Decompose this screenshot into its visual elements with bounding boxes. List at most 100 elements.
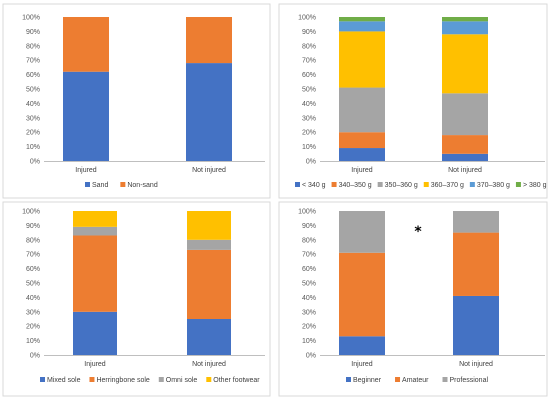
bar-segment bbox=[187, 211, 231, 240]
y-tick-label: 50% bbox=[302, 281, 316, 288]
legend-swatch bbox=[89, 377, 95, 382]
legend-swatch bbox=[120, 182, 126, 187]
y-tick-label: 0% bbox=[306, 353, 316, 360]
category-label: Injured bbox=[351, 167, 373, 174]
bar-segment bbox=[442, 34, 488, 94]
y-tick-label: 20% bbox=[26, 324, 40, 331]
y-tick-label: 80% bbox=[26, 43, 40, 50]
y-tick-label: 50% bbox=[26, 87, 40, 94]
legend-swatch bbox=[469, 182, 475, 187]
y-tick-label: 0% bbox=[30, 159, 40, 166]
bar-segment bbox=[442, 135, 488, 154]
legend-label: Beginner bbox=[353, 377, 382, 384]
panel-frame bbox=[278, 3, 548, 199]
category-label: Injured bbox=[351, 361, 373, 368]
y-tick-label: 40% bbox=[302, 295, 316, 302]
bar-segment bbox=[339, 132, 385, 149]
legend-swatch bbox=[442, 377, 448, 382]
bar-segment bbox=[339, 211, 385, 253]
bar-segment bbox=[453, 211, 499, 233]
bar-segment bbox=[186, 17, 232, 64]
y-tick-label: 50% bbox=[302, 87, 316, 94]
bar-segment bbox=[339, 31, 385, 88]
legend-label: < 340 g bbox=[302, 182, 326, 189]
legend-label: 350–360 g bbox=[385, 182, 418, 189]
bar-segment bbox=[73, 235, 117, 312]
legend-label: 360–370 g bbox=[431, 182, 464, 189]
legend-swatch bbox=[158, 377, 164, 382]
bar-segment bbox=[339, 17, 385, 22]
bar-segment bbox=[187, 319, 231, 355]
y-tick-label: 70% bbox=[302, 252, 316, 259]
y-tick-label: 80% bbox=[302, 43, 316, 50]
y-tick-label: 10% bbox=[26, 144, 40, 151]
y-tick-label: 90% bbox=[26, 223, 40, 230]
legend-label: Non-sand bbox=[127, 182, 157, 189]
y-tick-label: 90% bbox=[302, 29, 316, 36]
legend-label: Amateur bbox=[402, 377, 429, 384]
y-tick-label: 100% bbox=[298, 15, 316, 22]
bar-segment bbox=[63, 17, 109, 72]
y-tick-label: 100% bbox=[298, 209, 316, 216]
bar-segment bbox=[339, 148, 385, 161]
y-tick-label: 70% bbox=[302, 58, 316, 65]
y-tick-label: 80% bbox=[26, 237, 40, 244]
panel-frame bbox=[278, 201, 548, 397]
y-tick-label: 40% bbox=[302, 101, 316, 108]
legend-swatch bbox=[377, 182, 383, 187]
legend-label: Other footwear bbox=[213, 377, 260, 384]
bar-segment bbox=[339, 87, 385, 133]
y-tick-label: 100% bbox=[22, 209, 40, 216]
y-tick-label: 60% bbox=[302, 266, 316, 273]
chart-panel-3: 0% 10% 20% 30% 40% 50% 60% 70% 80% 90% 100% Injured… bbox=[2, 201, 271, 397]
legend-swatch bbox=[346, 377, 351, 382]
y-tick-label: 40% bbox=[26, 101, 40, 108]
y-tick-label: 60% bbox=[26, 72, 40, 79]
legend-label: Professional bbox=[450, 377, 489, 384]
significance-asterisk: * bbox=[414, 224, 422, 240]
legend-label: 340–350 g bbox=[339, 182, 372, 189]
legend-label: Sand bbox=[92, 182, 108, 189]
y-tick-label: 60% bbox=[26, 266, 40, 273]
bar-segment bbox=[73, 226, 117, 236]
category-label: Not injured bbox=[192, 167, 226, 174]
legend-swatch bbox=[85, 182, 90, 187]
bar-segment bbox=[339, 336, 385, 355]
y-tick-label: 0% bbox=[30, 353, 40, 360]
y-tick-label: 30% bbox=[302, 309, 316, 316]
category-label: Injured bbox=[84, 361, 106, 368]
bar-segment bbox=[63, 71, 109, 161]
chart-panel-1: 0% 10% 20% 30% 40% 50% 60% 70% 80% 90% 100% Injured… bbox=[2, 3, 271, 199]
bar-segment bbox=[453, 295, 499, 355]
legend-swatch bbox=[331, 182, 337, 187]
legend-label: Herringbone sole bbox=[96, 377, 149, 384]
bar-segment bbox=[453, 232, 499, 296]
bar-segment bbox=[73, 311, 117, 355]
category-label: Not injured bbox=[459, 361, 493, 368]
legend-label: > 380 g bbox=[523, 182, 547, 189]
y-tick-label: 40% bbox=[26, 295, 40, 302]
legend-label: Mixed sole bbox=[47, 377, 81, 384]
bar-segment bbox=[187, 249, 231, 319]
y-tick-label: 10% bbox=[26, 338, 40, 345]
bar-segment bbox=[186, 63, 232, 161]
chart-panel-4: 0% 10% 20% 30% 40% 50% 60% 70% 80% 90% 100% Injured… bbox=[278, 201, 548, 397]
y-tick-label: 90% bbox=[302, 223, 316, 230]
y-tick-label: 80% bbox=[302, 237, 316, 244]
y-tick-label: 30% bbox=[26, 309, 40, 316]
y-tick-label: 70% bbox=[26, 58, 40, 65]
legend-swatch bbox=[206, 377, 212, 382]
y-tick-label: 10% bbox=[302, 144, 316, 151]
y-tick-label: 100% bbox=[22, 15, 40, 22]
category-label: Not injured bbox=[192, 361, 226, 368]
legend-swatch bbox=[295, 182, 300, 187]
legend-swatch bbox=[423, 182, 429, 187]
y-tick-label: 20% bbox=[26, 130, 40, 137]
y-tick-label: 10% bbox=[302, 338, 316, 345]
bar-segment bbox=[442, 153, 488, 161]
bar-segment bbox=[187, 239, 231, 250]
bar-segment bbox=[442, 21, 488, 35]
bar-segment bbox=[339, 21, 385, 32]
